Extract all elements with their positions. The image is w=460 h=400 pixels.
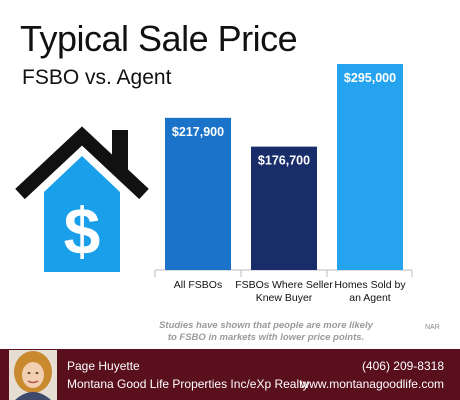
agent-footer: Page Huyette Montana Good Life Propertie… bbox=[0, 349, 460, 400]
x-tick-label: an Agent bbox=[349, 292, 391, 304]
chart-note: Studies have shown that people are more … bbox=[156, 320, 376, 344]
bar-value-label: $176,700 bbox=[258, 154, 310, 168]
house-body-shape bbox=[44, 156, 120, 272]
chart-note-line: Studies have shown that people are more … bbox=[159, 320, 373, 331]
chart-title: Typical Sale Price bbox=[20, 18, 298, 59]
agent-company: Montana Good Life Properties Inc/eXp Rea… bbox=[67, 377, 309, 391]
x-tick-label: Knew Buyer bbox=[256, 292, 313, 304]
roof-shape bbox=[15, 126, 149, 200]
house-dollar-icon: $ bbox=[15, 126, 149, 272]
chart-subtitle: FSBO vs. Agent bbox=[22, 66, 172, 89]
x-tick-label: All FSBOs bbox=[174, 279, 222, 291]
agent-name: Page Huyette bbox=[67, 359, 140, 373]
x-tick-label: Homes Sold by bbox=[334, 279, 406, 291]
bar-value-label: $295,000 bbox=[344, 71, 396, 85]
bar bbox=[165, 117, 231, 270]
chart-source: NAR bbox=[425, 324, 440, 331]
bar bbox=[337, 64, 403, 270]
bar-chart: $217,900 All FSBOs $176,700 FSBOs Where Sel… bbox=[154, 64, 413, 304]
dollar-symbol: $ bbox=[64, 194, 101, 268]
chart-note-line: to FSBO in markets with lower price poin… bbox=[167, 332, 365, 343]
agent-website-link[interactable]: www.montanagoodlife.com bbox=[300, 377, 444, 391]
bar-value-label: $217,900 bbox=[172, 125, 224, 139]
bar bbox=[251, 146, 317, 270]
agent-phone[interactable]: (406) 209-8318 bbox=[361, 359, 444, 373]
x-tick-label: FSBOs Where Seller bbox=[235, 279, 333, 291]
agent-avatar bbox=[9, 350, 57, 400]
